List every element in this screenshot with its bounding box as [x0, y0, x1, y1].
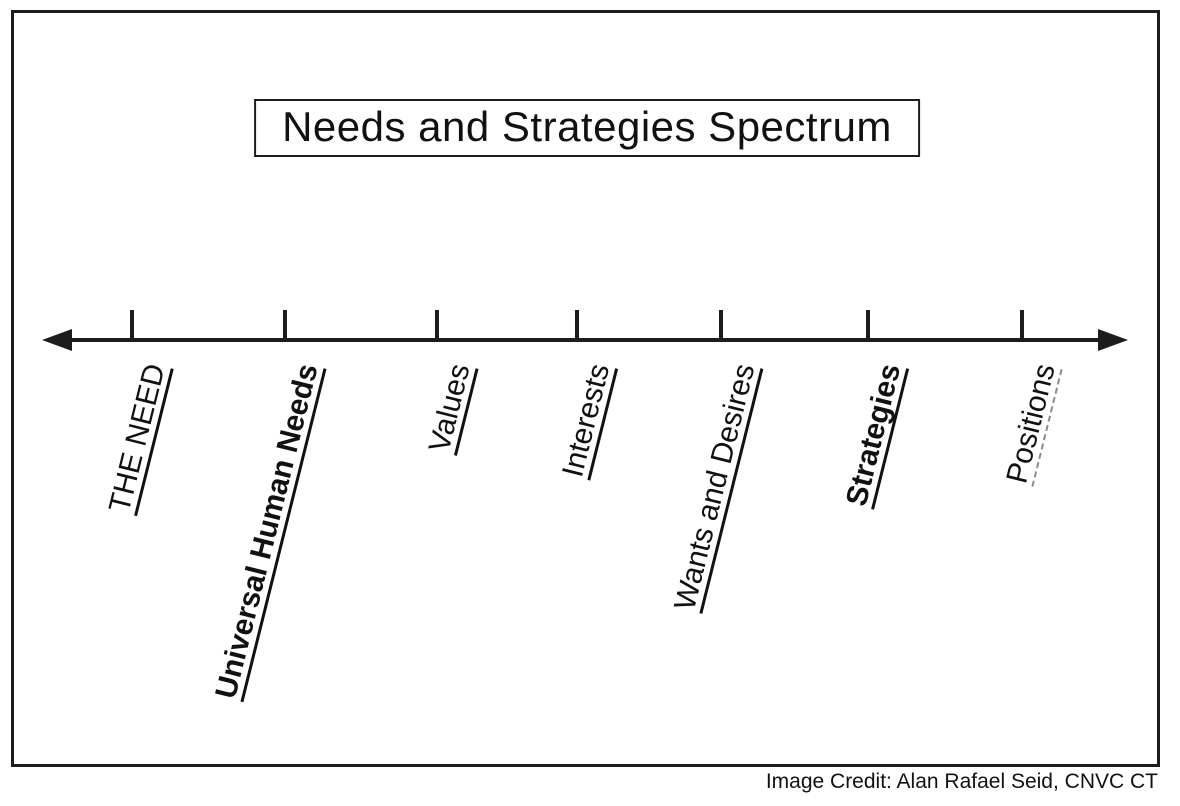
diagram-frame — [11, 10, 1160, 767]
page-title: Needs and Strategies Spectrum — [282, 103, 892, 150]
axis-tick — [719, 310, 723, 341]
image-credit: Image Credit: Alan Rafael Seid, CNVC CT — [765, 770, 1158, 793]
axis-tick — [130, 310, 134, 341]
axis-tick — [1020, 310, 1024, 341]
axis-tick — [575, 310, 579, 341]
axis-tick — [283, 310, 287, 341]
axis-tick — [866, 310, 870, 341]
axis-tick — [435, 310, 439, 341]
arrow-right-icon — [1098, 329, 1128, 351]
spectrum-axis-line — [56, 338, 1104, 342]
arrow-left-icon — [42, 329, 72, 351]
title-box: Needs and Strategies Spectrum — [254, 99, 920, 157]
